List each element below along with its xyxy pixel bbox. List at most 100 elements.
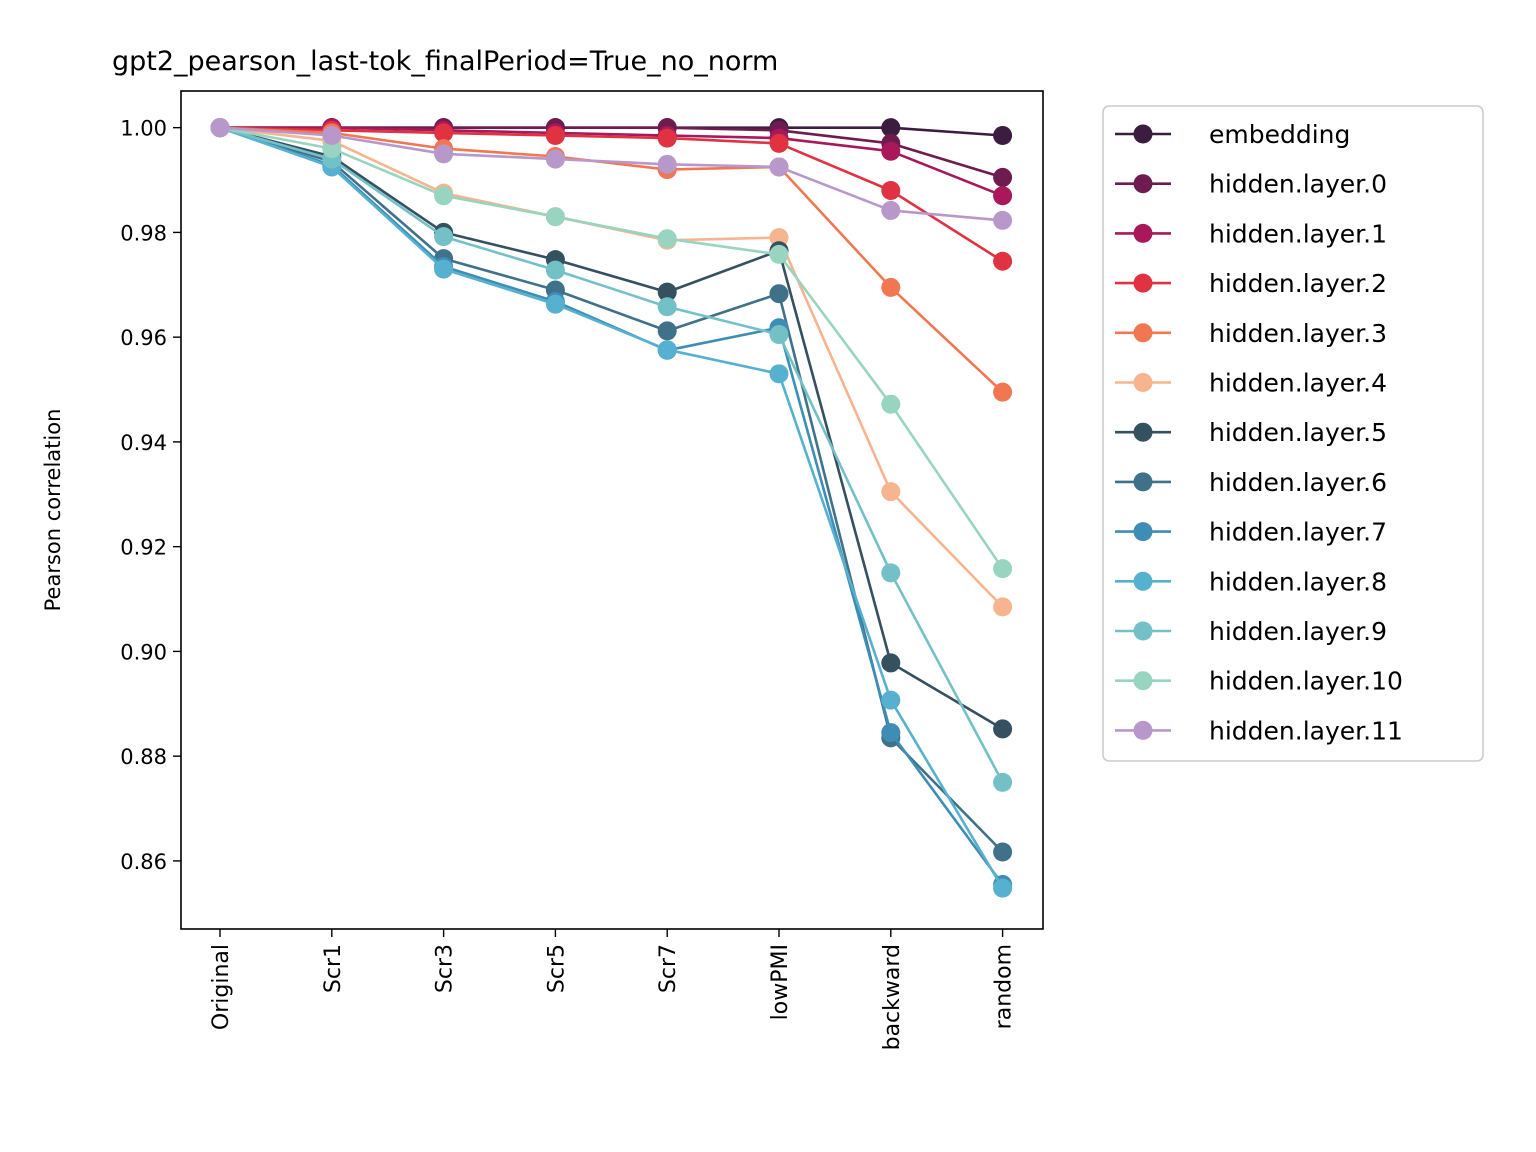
x-axis: Original Scr1 Scr3 Scr5 Scr7 lowPMI backward ra… [209,929,1017,1050]
series-layer [210,118,1013,898]
legend: embedding hidden.layer.0 hidden.layer.1 hid… [1102,105,1484,762]
data-point [993,842,1013,862]
legend-marker [1133,124,1153,144]
x-tick-label: Original [209,944,234,1030]
data-point [881,563,901,583]
data-point [881,690,901,710]
data-point [993,878,1013,898]
data-point [769,325,789,345]
legend-item-hidden-layer-10: hidden.layer.10 [1115,667,1403,696]
legend-item-embedding: embedding [1115,120,1350,149]
legend-label: hidden.layer.11 [1209,716,1403,745]
legend-marker [1133,373,1153,392]
x-tick-label: backward [880,944,905,1050]
data-point [434,227,454,247]
data-point [993,597,1013,617]
data-point [657,128,677,148]
data-point [657,282,677,302]
data-point [434,144,454,164]
data-point [769,284,789,304]
legend-label: hidden.layer.9 [1209,617,1387,646]
legend-marker [1133,472,1153,492]
legend-item-hidden-layer-11: hidden.layer.11 [1115,716,1403,745]
y-axis: 0.86 0.88 0.90 0.92 0.94 0.96 0.98 1.00 [120,117,181,874]
series-line [219,126,1004,394]
data-point [769,133,789,153]
legend-label: hidden.layer.2 [1209,269,1387,298]
legend-marker [1133,621,1153,641]
data-point [657,297,677,317]
series-line [219,126,1004,731]
data-point [545,207,565,227]
data-point [993,126,1013,146]
data-point [881,723,901,743]
data-point [545,260,565,280]
x-tick-label: lowPMI [768,944,793,1020]
data-point [993,251,1013,271]
data-point [769,244,789,264]
data-point [322,139,342,159]
legend-marker [1133,571,1153,591]
legend-item-hidden-layer-3: hidden.layer.3 [1115,319,1387,348]
data-point [210,118,230,138]
legend-label: hidden.layer.1 [1209,219,1387,248]
legend-label: hidden.layer.3 [1209,319,1387,348]
legend-marker [1133,323,1153,343]
y-tick-label: 0.96 [120,326,167,350]
x-tick-label: Scr1 [321,944,346,993]
series-line [219,126,1003,222]
data-point [769,228,789,248]
legend-marker [1133,223,1153,243]
series-hidden-layer-11 [210,118,1013,230]
legend-item-hidden-layer-2: hidden.layer.2 [1115,269,1387,298]
data-point [769,157,789,177]
legend-marker [1133,720,1153,740]
x-tick-label: random [992,944,1017,1029]
data-point [434,259,454,279]
data-point [993,382,1013,402]
data-point [881,653,901,673]
legend-item-hidden-layer-1: hidden.layer.1 [1115,219,1387,248]
series-line [219,126,1004,886]
data-point [993,559,1013,579]
legend-label: hidden.layer.0 [1209,170,1387,199]
legend-item-hidden-layer-6: hidden.layer.6 [1115,468,1387,497]
data-point [881,181,901,201]
legend-item-hidden-layer-8: hidden.layer.8 [1115,567,1387,596]
legend-label: hidden.layer.7 [1209,518,1387,547]
legend-marker [1133,422,1153,442]
x-tick-label: Scr5 [544,944,569,993]
data-point [881,482,901,502]
data-point [657,340,677,360]
data-point [993,167,1013,187]
chart-title: gpt2_pearson_last-tok_finalPeriod=True_n… [112,46,778,77]
x-tick-label: Scr7 [656,944,681,993]
legend-label: hidden.layer.10 [1209,667,1403,696]
data-point [434,186,454,206]
data-point [881,277,901,297]
data-point [545,126,565,146]
legend-box [1102,105,1484,762]
legend-label: hidden.layer.8 [1209,567,1387,596]
legend-marker [1133,671,1153,691]
plot-frame [180,90,1044,930]
series-line [219,126,1004,608]
series-line [220,126,1004,197]
legend-label: hidden.layer.6 [1209,468,1387,497]
series-line [219,126,1004,570]
data-point [881,394,901,414]
legend-marker [1133,273,1153,293]
data-point [545,149,565,169]
y-axis-label: Pearson correlation [41,409,65,612]
series-line [219,126,1004,263]
data-point [993,186,1013,206]
series-hidden-layer-8 [210,118,1013,898]
series-hidden-layer-10 [210,118,1013,579]
legend-item-hidden-layer-0: hidden.layer.0 [1115,170,1387,199]
data-point [881,141,901,161]
data-point [322,126,342,146]
series-line [219,126,1004,783]
y-tick-label: 0.88 [120,745,167,769]
legend-label: hidden.layer.5 [1209,418,1387,447]
